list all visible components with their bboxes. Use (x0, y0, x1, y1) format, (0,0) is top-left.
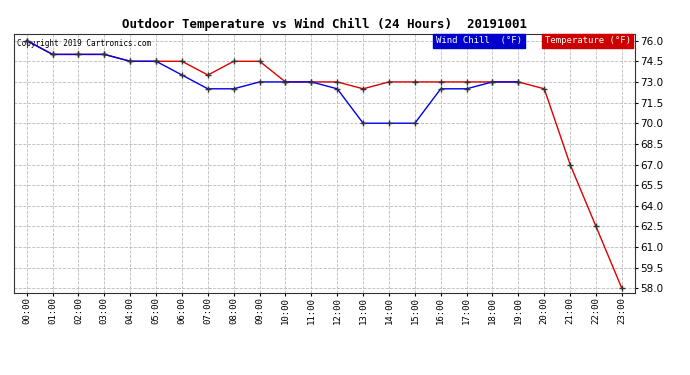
Text: Temperature (°F): Temperature (°F) (545, 36, 631, 45)
Text: Wind Chill  (°F): Wind Chill (°F) (436, 36, 522, 45)
Title: Outdoor Temperature vs Wind Chill (24 Hours)  20191001: Outdoor Temperature vs Wind Chill (24 Ho… (122, 18, 526, 31)
Text: Copyright 2019 Cartronics.com: Copyright 2019 Cartronics.com (17, 39, 151, 48)
